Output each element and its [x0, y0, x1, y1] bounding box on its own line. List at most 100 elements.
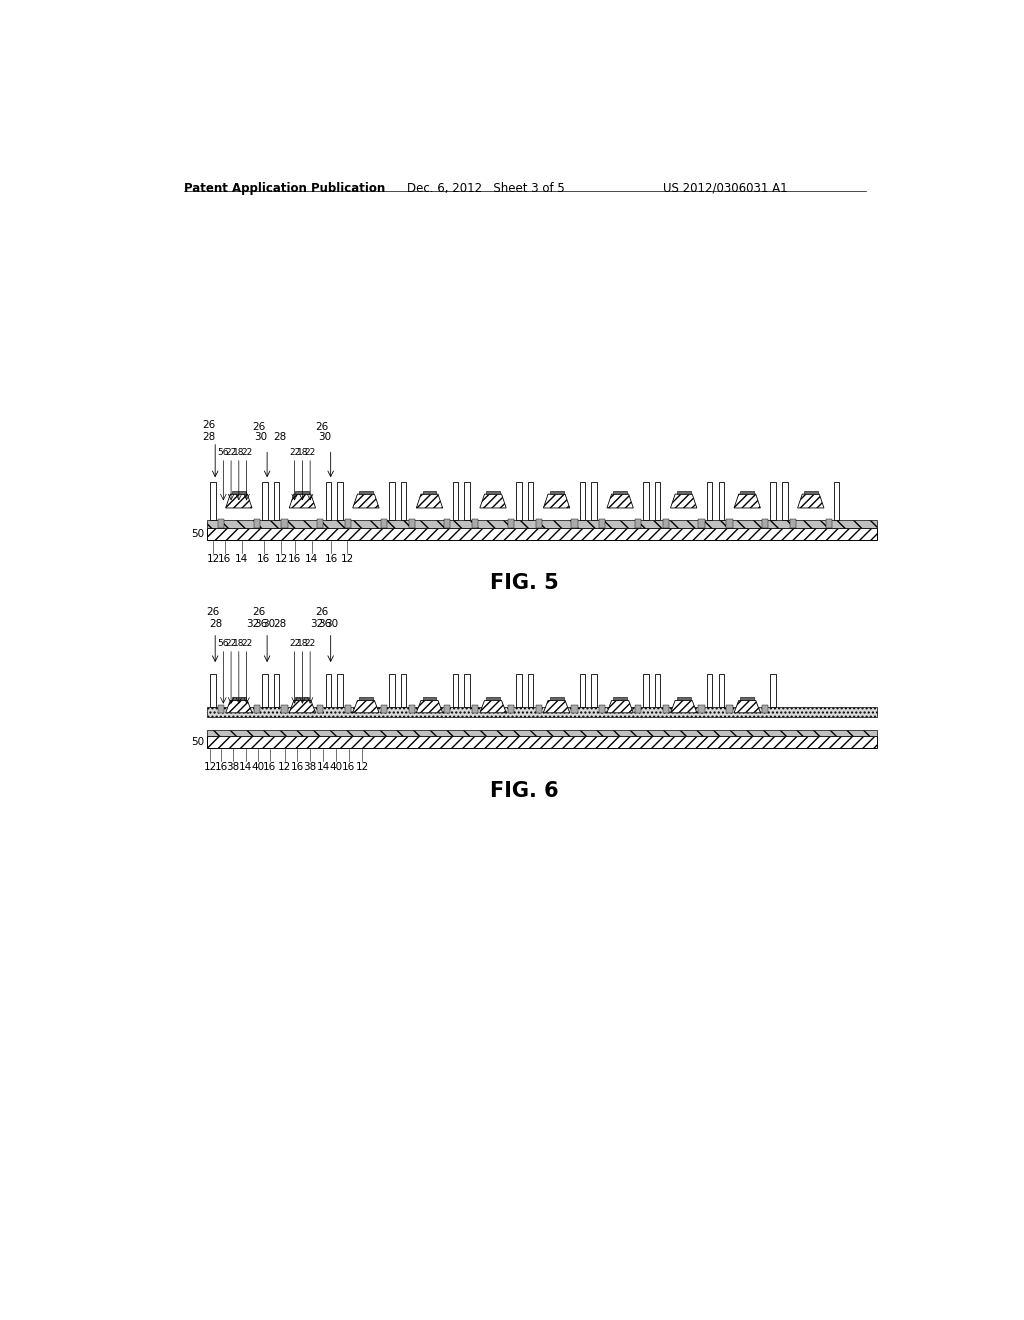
- Text: 16: 16: [214, 762, 227, 772]
- Polygon shape: [352, 701, 379, 713]
- Text: 12: 12: [207, 554, 220, 564]
- Text: 30: 30: [254, 432, 267, 442]
- Bar: [317, 519, 324, 528]
- Polygon shape: [671, 701, 697, 713]
- Bar: [254, 519, 260, 528]
- Bar: [707, 675, 713, 706]
- Text: 12: 12: [341, 554, 354, 564]
- Bar: [444, 705, 451, 713]
- Polygon shape: [544, 494, 569, 508]
- Polygon shape: [289, 494, 315, 508]
- Text: 14: 14: [240, 762, 253, 772]
- Polygon shape: [798, 494, 824, 508]
- Bar: [231, 491, 246, 494]
- Bar: [381, 705, 387, 713]
- Bar: [444, 519, 451, 528]
- Bar: [464, 482, 470, 520]
- Bar: [326, 482, 331, 520]
- Polygon shape: [734, 701, 761, 713]
- Text: 22: 22: [304, 449, 315, 457]
- Bar: [663, 705, 669, 713]
- Text: 16: 16: [257, 554, 270, 564]
- Bar: [643, 675, 649, 706]
- Text: 40: 40: [329, 762, 342, 772]
- Bar: [550, 491, 563, 494]
- Text: 26: 26: [206, 607, 219, 618]
- Text: 16: 16: [263, 762, 276, 772]
- Text: 22: 22: [289, 449, 300, 457]
- Text: 18: 18: [233, 639, 245, 648]
- Bar: [528, 482, 534, 520]
- Text: 16: 16: [288, 554, 301, 564]
- Text: 16: 16: [342, 762, 355, 772]
- Bar: [486, 697, 500, 701]
- Text: 22: 22: [289, 639, 300, 648]
- Bar: [389, 675, 394, 706]
- Text: 56: 56: [217, 639, 229, 648]
- Bar: [273, 675, 280, 706]
- Bar: [295, 491, 309, 494]
- Bar: [592, 482, 597, 520]
- Text: US 2012/0306031 A1: US 2012/0306031 A1: [663, 182, 787, 194]
- Text: 14: 14: [236, 554, 249, 564]
- Text: 32: 32: [247, 619, 260, 628]
- Bar: [345, 705, 351, 713]
- Bar: [790, 519, 796, 528]
- Text: 26: 26: [252, 607, 265, 618]
- Bar: [508, 519, 514, 528]
- Bar: [295, 697, 309, 701]
- Text: 18: 18: [233, 449, 245, 457]
- Polygon shape: [225, 494, 252, 508]
- Bar: [218, 705, 224, 713]
- Bar: [613, 697, 627, 701]
- Polygon shape: [480, 701, 506, 713]
- Bar: [400, 482, 407, 520]
- Text: 14: 14: [305, 554, 318, 564]
- Text: Dec. 6, 2012   Sheet 3 of 5: Dec. 6, 2012 Sheet 3 of 5: [407, 182, 565, 194]
- Bar: [381, 519, 387, 528]
- Bar: [486, 491, 500, 494]
- Bar: [207, 528, 877, 540]
- Bar: [571, 519, 578, 528]
- Bar: [337, 482, 343, 520]
- Polygon shape: [480, 494, 506, 508]
- Bar: [707, 482, 713, 520]
- Polygon shape: [417, 701, 442, 713]
- Polygon shape: [289, 701, 315, 713]
- Bar: [740, 491, 755, 494]
- Polygon shape: [417, 494, 442, 508]
- Text: 28: 28: [209, 619, 222, 628]
- Bar: [698, 705, 705, 713]
- Text: 32: 32: [310, 619, 324, 628]
- Bar: [262, 482, 267, 520]
- Text: 28: 28: [273, 432, 287, 442]
- Bar: [825, 519, 831, 528]
- Bar: [516, 675, 521, 706]
- Text: 30: 30: [262, 619, 275, 628]
- Text: 12: 12: [278, 762, 291, 772]
- Text: 18: 18: [297, 639, 308, 648]
- Bar: [613, 491, 627, 494]
- Bar: [726, 705, 732, 713]
- Bar: [231, 697, 246, 701]
- Text: 16: 16: [218, 554, 231, 564]
- Bar: [762, 705, 768, 713]
- Text: 56: 56: [217, 449, 229, 457]
- Text: 12: 12: [355, 762, 369, 772]
- Polygon shape: [607, 494, 633, 508]
- Bar: [726, 519, 732, 528]
- Text: 18: 18: [297, 449, 308, 457]
- Bar: [655, 675, 660, 706]
- Bar: [472, 705, 478, 713]
- Text: 38: 38: [226, 762, 240, 772]
- Text: 12: 12: [204, 762, 217, 772]
- Bar: [592, 675, 597, 706]
- Bar: [508, 705, 514, 713]
- Bar: [207, 737, 877, 748]
- Polygon shape: [225, 701, 252, 713]
- Bar: [635, 519, 641, 528]
- Bar: [453, 482, 458, 520]
- Bar: [207, 730, 877, 737]
- Bar: [345, 519, 351, 528]
- Bar: [580, 482, 586, 520]
